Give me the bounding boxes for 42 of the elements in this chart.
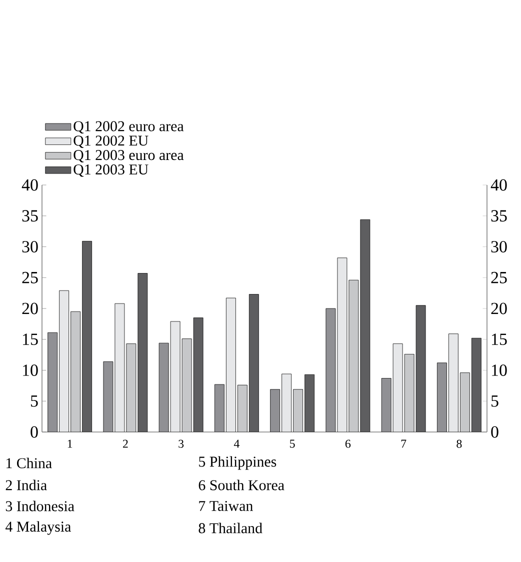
text: 1 China xyxy=(6,458,52,468)
text: 8 Thailand xyxy=(198,522,262,534)
text: 2 India xyxy=(6,480,47,490)
y-tick-label: 25 xyxy=(22,272,38,284)
y-tick-label: 30 xyxy=(22,241,38,252)
y2-tick-label: 35 xyxy=(491,210,507,222)
y2-tick-label: 15 xyxy=(492,334,507,346)
x-tick-label: 7 xyxy=(401,440,406,448)
legend-label: Q1 2003 euro area xyxy=(74,150,184,162)
y2-tick-label: 0 xyxy=(491,426,498,438)
bar xyxy=(70,311,81,432)
x-tick-label: 3 xyxy=(178,440,184,448)
y2-tick-label: 10 xyxy=(492,364,507,376)
legend-label: Q1 2002 EU xyxy=(74,136,148,148)
y-tick-label: 35 xyxy=(22,210,38,222)
legend-label: Q1 2003 EU xyxy=(74,164,148,177)
y-tick-label: 40 xyxy=(22,179,38,191)
y2-tick-label: 25 xyxy=(491,272,507,284)
y-tick-label: 15 xyxy=(23,334,38,346)
x-tick-label: 5 xyxy=(290,440,295,448)
x-tick-label: 2 xyxy=(122,440,128,448)
bar xyxy=(460,372,470,432)
y-tick-label: 20 xyxy=(22,302,38,314)
y2-tick-label: 40 xyxy=(490,179,507,191)
text: 5 Philippines xyxy=(199,456,276,470)
x-tick-label: 8 xyxy=(456,440,462,448)
x-tick-label: 1 xyxy=(68,440,72,448)
y-tick-label: 10 xyxy=(23,364,38,376)
text: 3 Indonesia xyxy=(6,500,74,512)
legend-label: Q1 2002 euro area xyxy=(74,121,184,134)
bar xyxy=(237,384,248,432)
x-tick-label: 6 xyxy=(345,440,351,448)
bar xyxy=(293,389,304,432)
x-tick-label: 4 xyxy=(234,440,240,448)
text: 7 Taiwan xyxy=(199,500,253,512)
y2-tick-label: 30 xyxy=(491,241,507,252)
y-tick-label: 0 xyxy=(30,426,38,438)
y2-tick-label: 5 xyxy=(492,395,498,407)
text: 6 South Korea xyxy=(198,480,284,490)
y-tick-label: 5 xyxy=(30,395,38,407)
y2-tick-label: 20 xyxy=(491,302,507,314)
text: 4 Malaysia xyxy=(5,521,71,535)
